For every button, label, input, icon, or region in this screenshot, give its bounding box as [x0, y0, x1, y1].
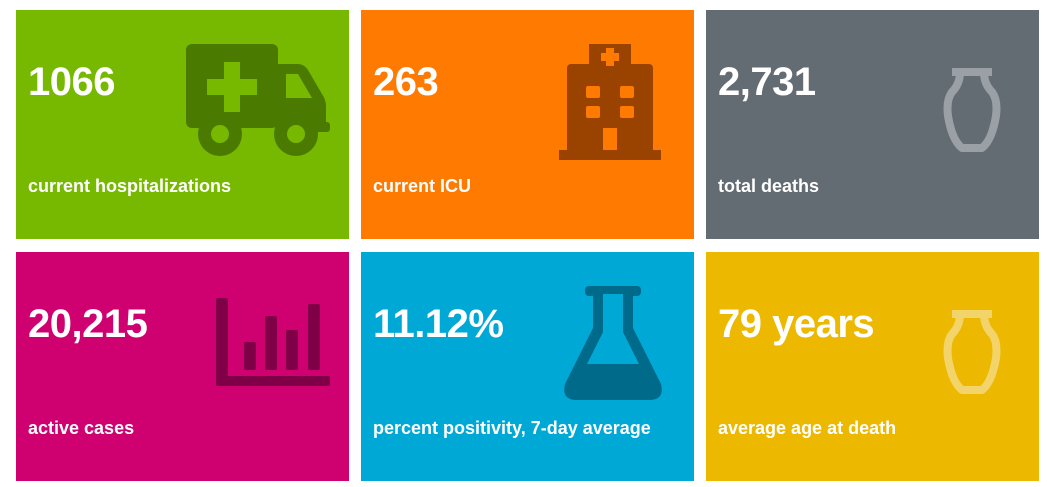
- stat-tile-icu: 263 current ICU: [361, 10, 694, 239]
- stat-tile-active-cases: 20,215 active cases: [16, 252, 349, 481]
- stat-tile-average-age: 79 years average age at death: [706, 252, 1039, 481]
- stat-label: total deaths: [718, 176, 820, 196]
- stat-label: current hospitalizations: [28, 176, 232, 196]
- urn-icon: [943, 310, 1001, 394]
- stat-tile-total-deaths: 2,731 total deaths: [706, 10, 1039, 239]
- urn-icon: [943, 68, 1001, 152]
- stat-tile-percent-positivity: 11.12% percent positivity, 7-day average: [361, 252, 694, 481]
- hospital-icon: [559, 44, 661, 160]
- bar-chart-icon: [216, 298, 330, 386]
- stat-value: 263: [373, 60, 439, 104]
- stat-value: 1066: [28, 60, 115, 104]
- stat-tile-hospitalizations: 1066 current hospitalizations: [16, 10, 349, 239]
- stat-value: 11.12%: [373, 302, 504, 346]
- stat-label: percent positivity, 7-day average: [373, 418, 651, 438]
- stat-label: average age at death: [718, 418, 897, 438]
- flask-icon: [564, 286, 662, 400]
- stat-value: 79 years: [718, 302, 875, 346]
- stat-label: current ICU: [373, 176, 472, 196]
- stat-value: 20,215: [28, 302, 148, 346]
- ambulance-icon: [186, 44, 330, 156]
- stat-value: 2,731: [718, 60, 816, 104]
- stat-label: active cases: [28, 418, 135, 438]
- stats-grid: 1066 current hospitalizations: [16, 10, 1039, 481]
